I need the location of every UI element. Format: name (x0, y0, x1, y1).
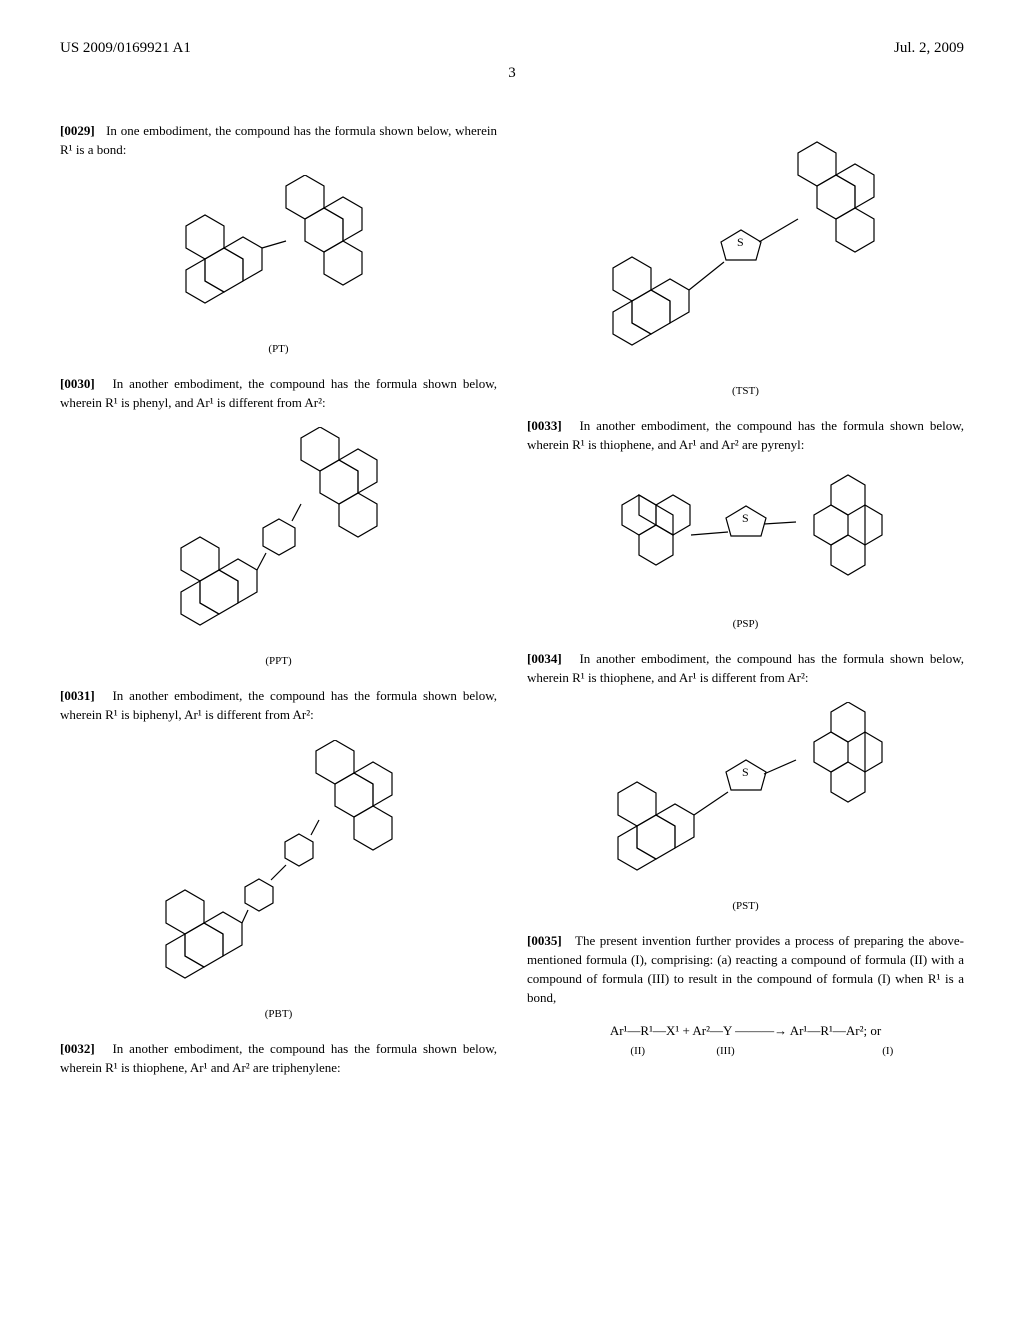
paragraph-0032: [0032] In another embodiment, the compou… (60, 1040, 497, 1078)
svg-text:S: S (742, 511, 749, 525)
label-pst: (PST) (527, 900, 964, 912)
paragraph-0033: [0033] In another embodiment, the compou… (527, 417, 964, 455)
document-number: US 2009/0169921 A1 (60, 40, 191, 57)
para-text: In another embodiment, the compound has … (60, 376, 497, 410)
para-text: In another embodiment, the compound has … (60, 688, 497, 722)
right-column: S (TST) [0033] In another embodiment, th… (527, 122, 964, 1086)
paragraph-0030: [0030] In another embodiment, the compou… (60, 375, 497, 413)
para-text: In one embodiment, the compound has the … (60, 123, 497, 157)
para-num: [0032] (60, 1041, 95, 1056)
para-num: [0033] (527, 418, 562, 433)
paragraph-0031: [0031] In another embodiment, the compou… (60, 687, 497, 725)
reaction-labels: (II) (III) (I) (527, 1045, 964, 1057)
para-num: [0034] (527, 651, 562, 666)
structure-pt (154, 175, 404, 335)
structure-pst: S (596, 702, 896, 892)
label-i: (I) (773, 1045, 893, 1057)
para-text: The present invention further provides a… (527, 933, 964, 1005)
para-num: [0035] (527, 933, 562, 948)
para-text: In another embodiment, the compound has … (60, 1041, 497, 1075)
paragraph-0034: [0034] In another embodiment, the compou… (527, 650, 964, 688)
label-tst: (TST) (527, 385, 964, 397)
label-iii: (III) (681, 1045, 771, 1057)
para-text: In another embodiment, the compound has … (527, 651, 964, 685)
structure-ppt (154, 427, 404, 647)
page-number: 3 (60, 65, 964, 82)
para-text: In another embodiment, the compound has … (527, 418, 964, 452)
page-header: US 2009/0169921 A1 Jul. 2, 2009 (60, 40, 964, 57)
para-num: [0031] (60, 688, 95, 703)
label-psp: (PSP) (527, 618, 964, 630)
svg-text:S: S (737, 235, 744, 249)
structure-psp: S (596, 470, 896, 610)
para-num: [0029] (60, 123, 95, 138)
reaction-scheme: Ar¹—R¹—X¹ + Ar²—Y ———→ Ar¹—R¹—Ar²; or (527, 1023, 964, 1039)
label-pt: (PT) (60, 343, 497, 355)
label-ppt: (PPT) (60, 655, 497, 667)
structure-tst: S (586, 137, 906, 377)
paragraph-0029: [0029] In one embodiment, the compound h… (60, 122, 497, 160)
svg-text:S: S (742, 765, 749, 779)
left-column: [0029] In one embodiment, the compound h… (60, 122, 497, 1086)
structure-pbt (149, 740, 409, 1000)
paragraph-0035: [0035] The present invention further pro… (527, 932, 964, 1007)
para-num: [0030] (60, 376, 95, 391)
label-ii: (II) (598, 1045, 678, 1057)
content-columns: [0029] In one embodiment, the compound h… (60, 122, 964, 1086)
document-date: Jul. 2, 2009 (894, 40, 964, 57)
label-pbt: (PBT) (60, 1008, 497, 1020)
